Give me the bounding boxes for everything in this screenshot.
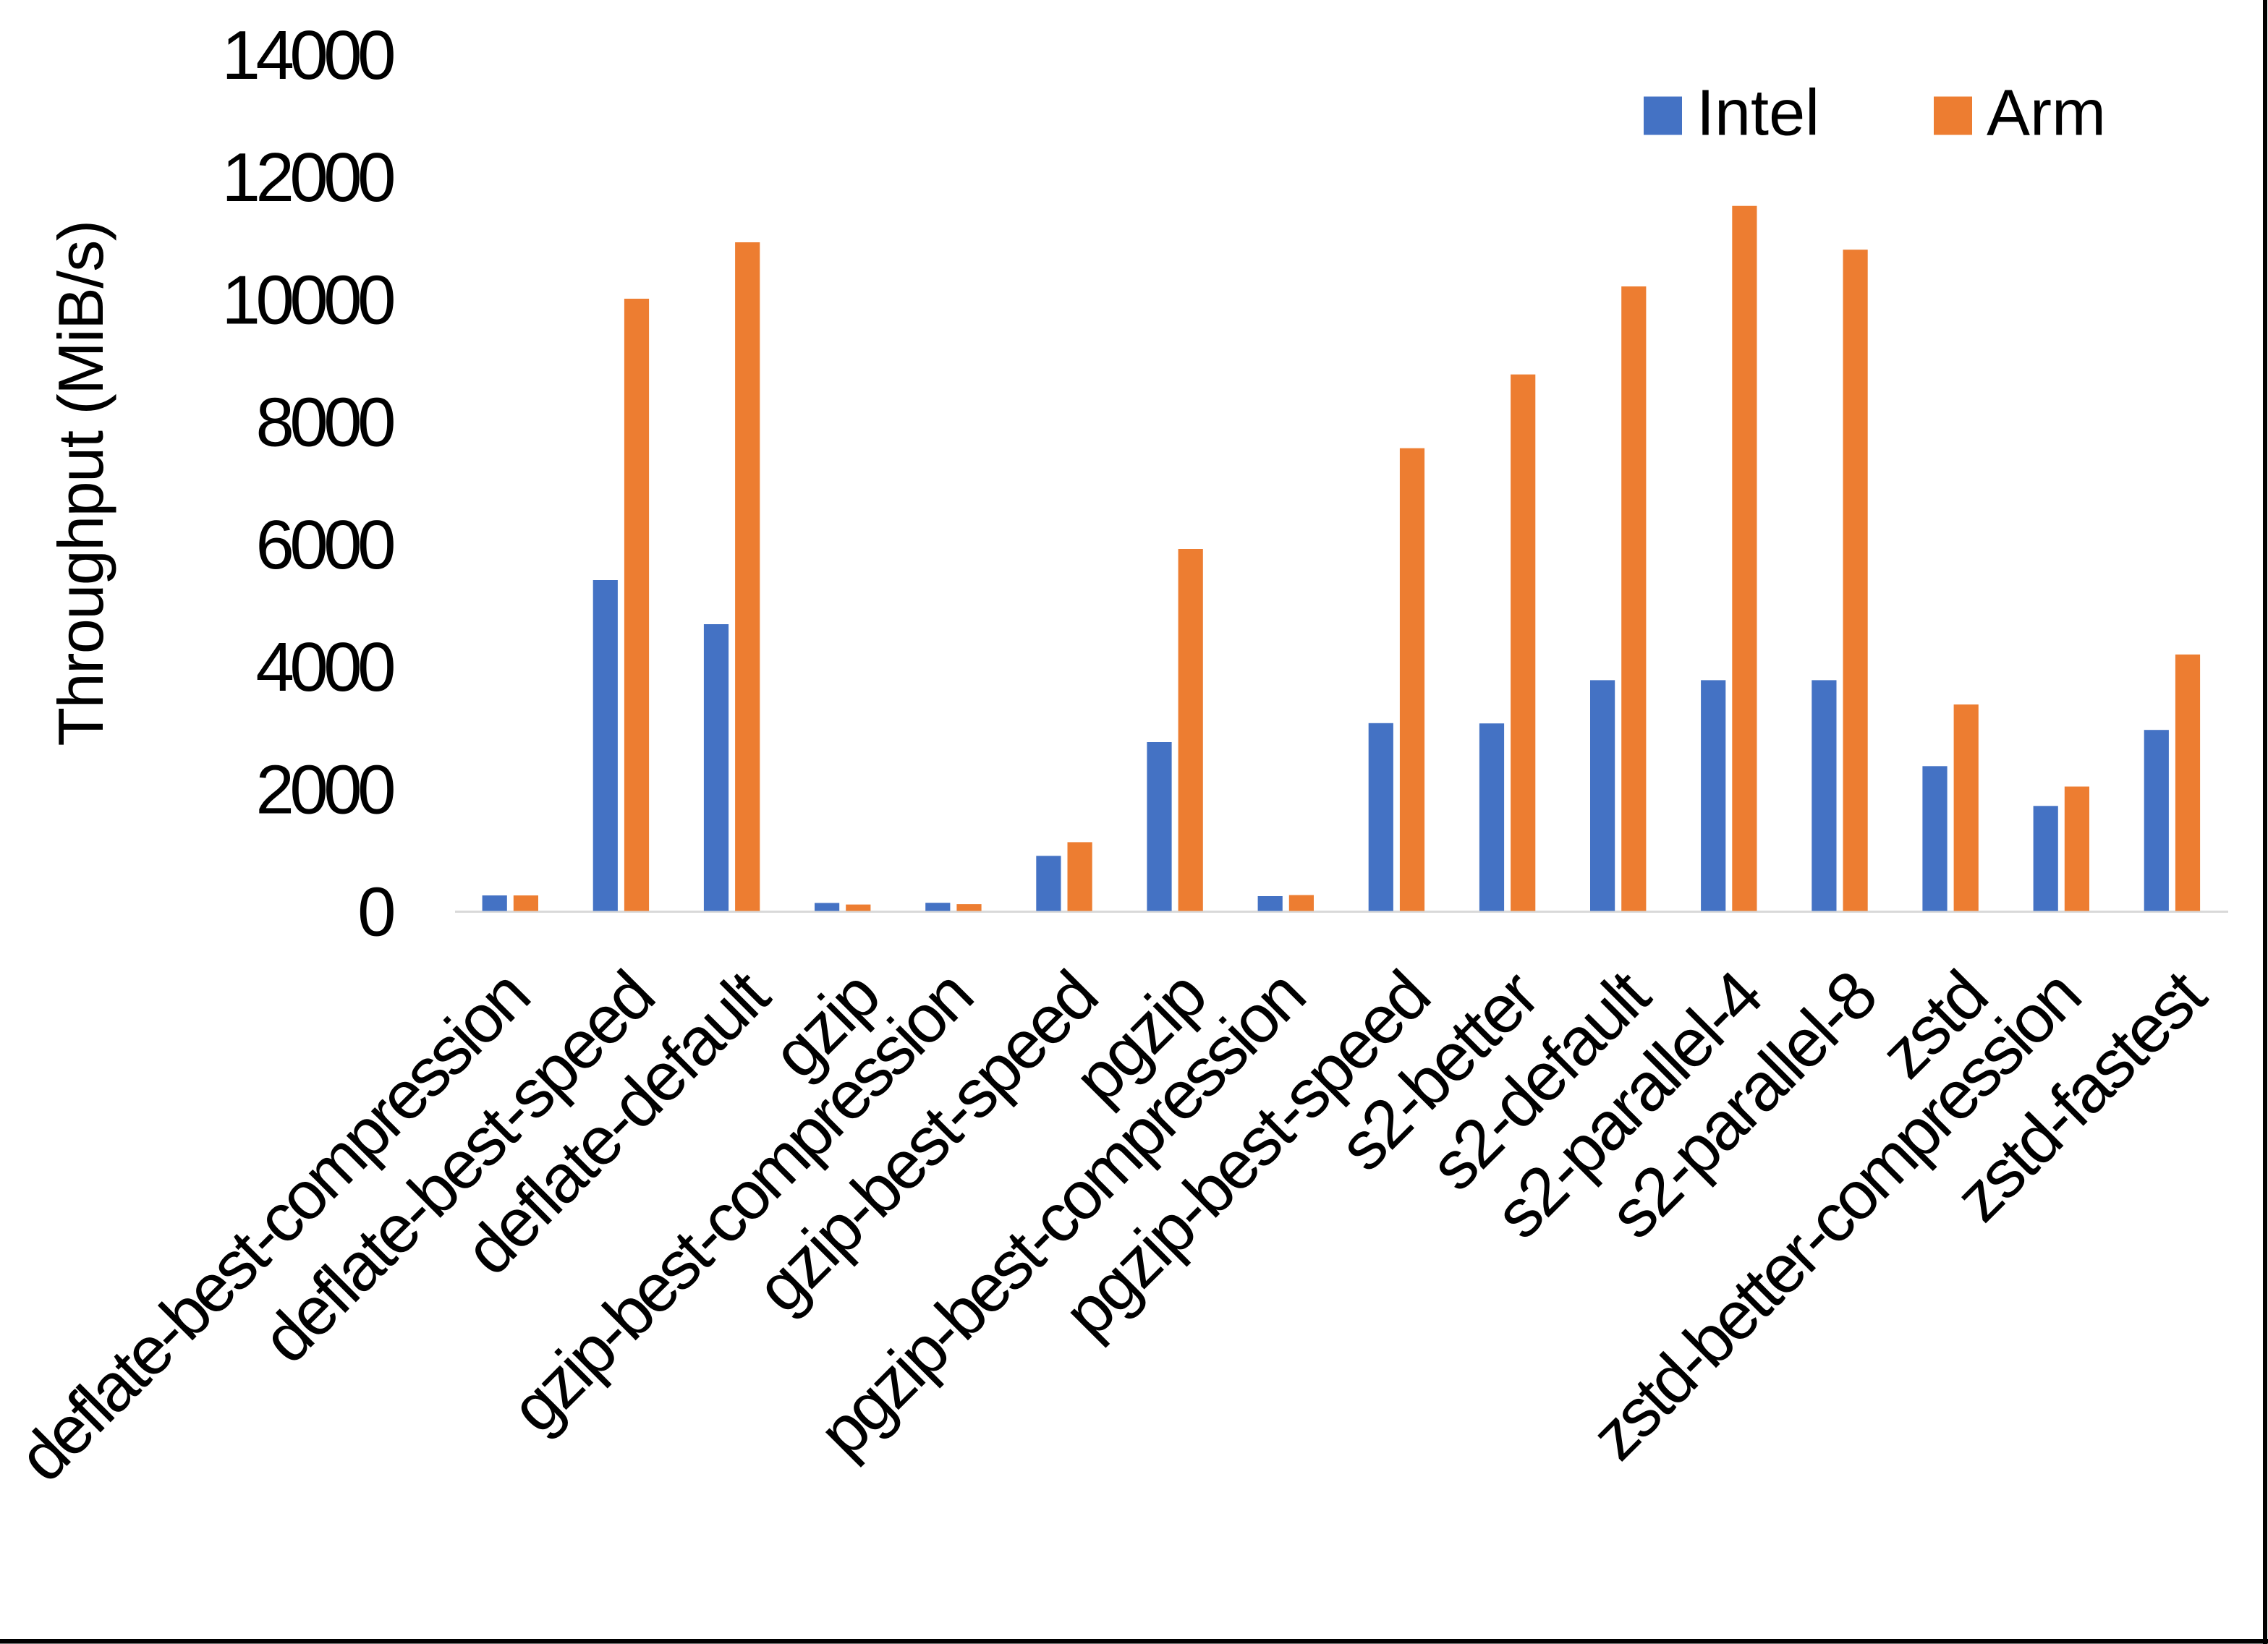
svg-text:12000: 12000 [222,139,394,216]
svg-text:0: 0 [357,874,394,951]
svg-text:6000: 6000 [255,506,394,584]
svg-text:4000: 4000 [255,629,394,706]
svg-text:Arm: Arm [1987,77,2106,149]
svg-text:2000: 2000 [255,751,394,828]
svg-text:Intel: Intel [1696,77,1819,149]
svg-text:8000: 8000 [255,384,394,461]
svg-text:10000: 10000 [222,261,394,338]
svg-text:14000: 14000 [222,17,394,94]
svg-text:Throughput (MiB/s): Throughput (MiB/s) [45,221,116,746]
